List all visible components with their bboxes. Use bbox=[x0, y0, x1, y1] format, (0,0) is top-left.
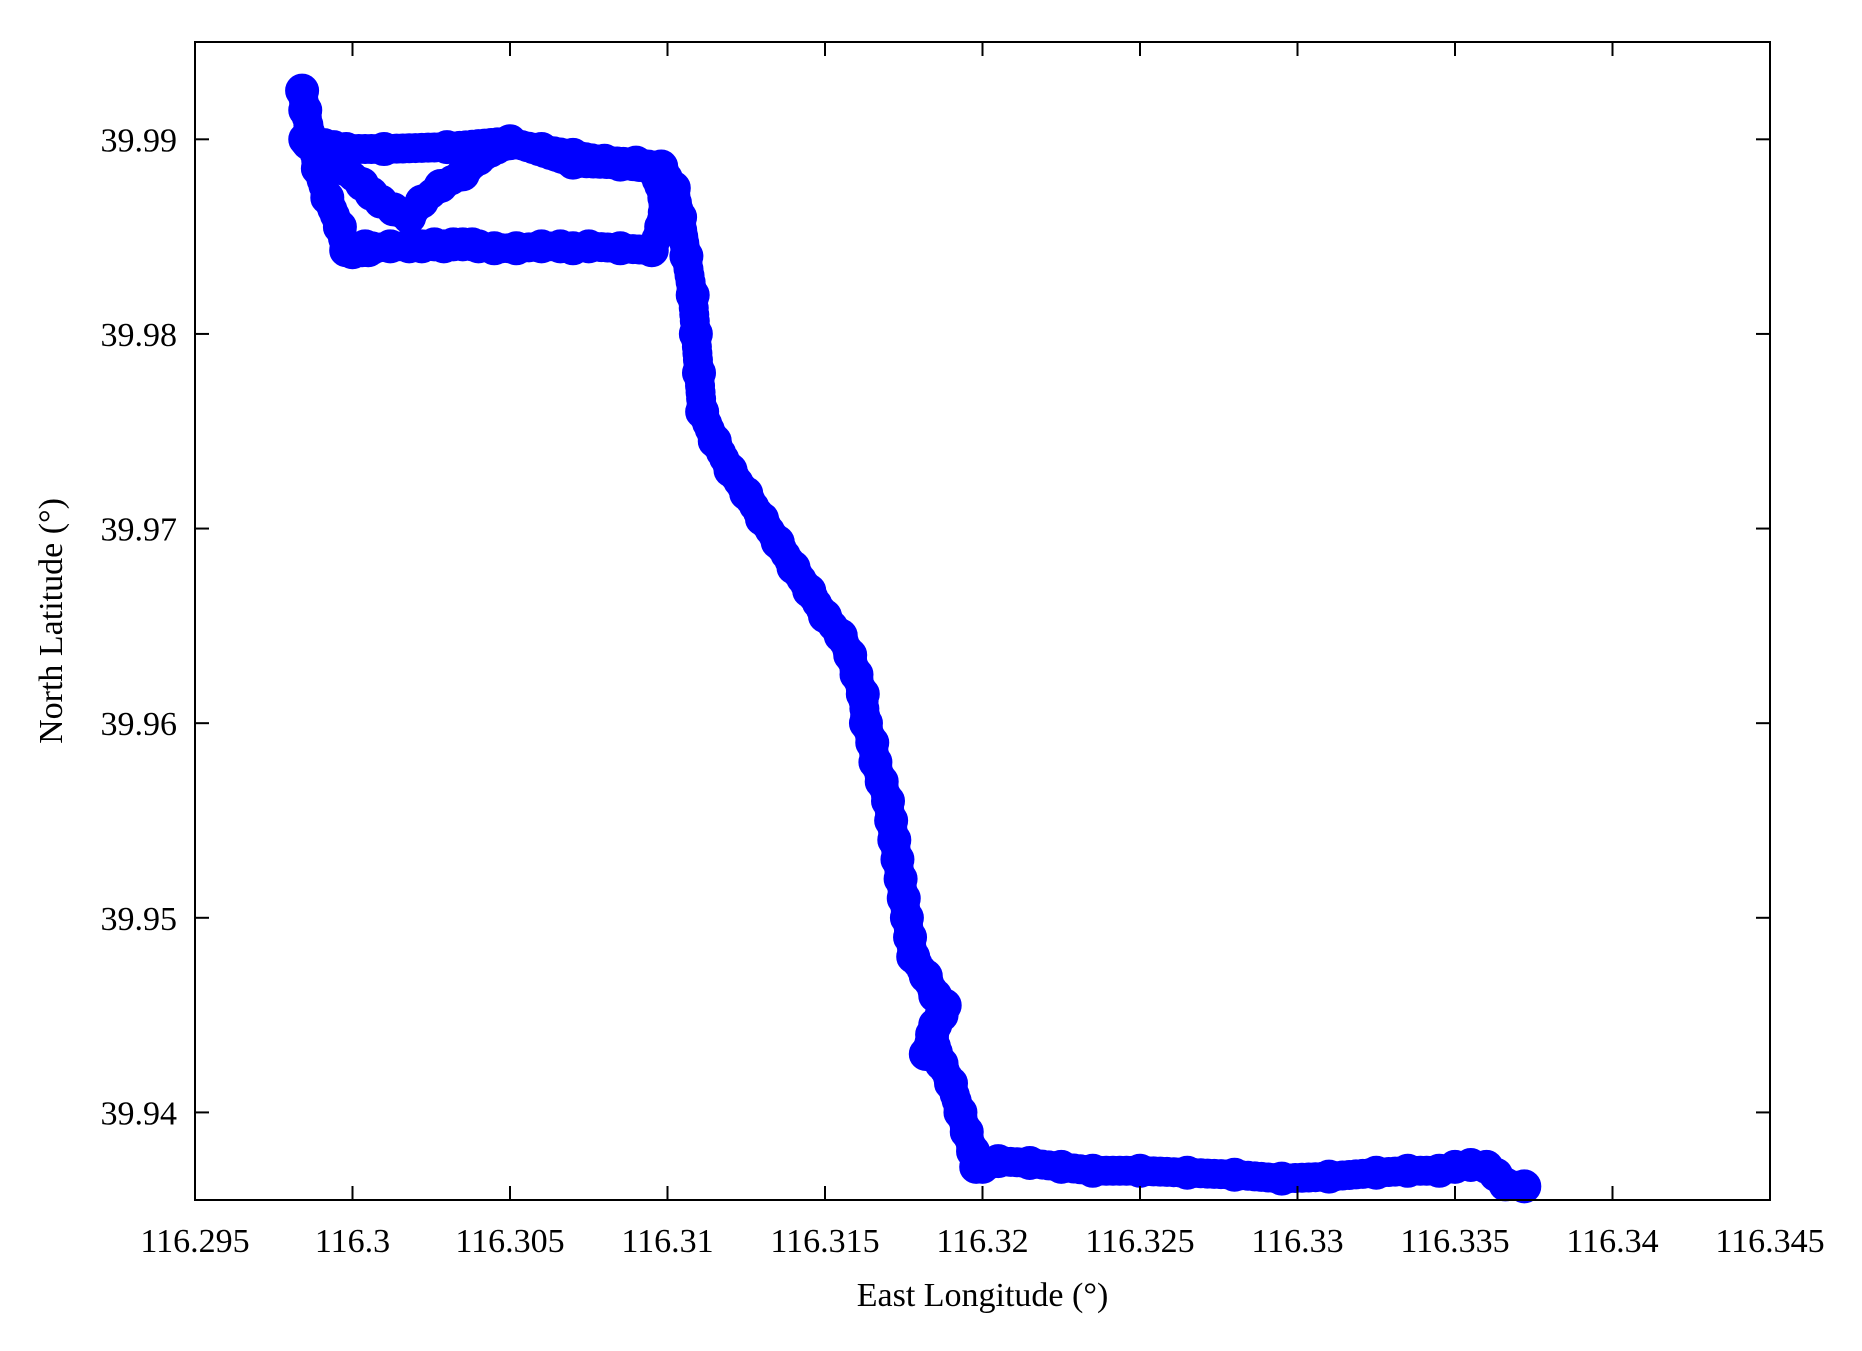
data-layer bbox=[285, 73, 1542, 1204]
x-tick-label: 116.315 bbox=[770, 1223, 879, 1260]
x-tick-label: 116.32 bbox=[936, 1223, 1028, 1260]
x-tick-label: 116.305 bbox=[455, 1223, 564, 1260]
y-tick-label: 39.98 bbox=[101, 317, 178, 354]
x-tick-label: 116.34 bbox=[1566, 1223, 1658, 1260]
y-axis-label: North Latitude (°) bbox=[33, 498, 70, 744]
x-tick-label: 116.295 bbox=[140, 1223, 249, 1260]
series-0 bbox=[285, 73, 1542, 1204]
x-tick-label: 116.33 bbox=[1251, 1223, 1343, 1260]
x-tick-label: 116.3 bbox=[315, 1223, 390, 1260]
data-point bbox=[1507, 1169, 1542, 1204]
x-tick-label: 116.345 bbox=[1715, 1223, 1824, 1260]
x-tick-label: 116.31 bbox=[621, 1223, 713, 1260]
y-tick-label: 39.96 bbox=[101, 706, 178, 743]
axes-layer: 116.295 116.3 116.305 116.31 116.315 116.32 11… bbox=[101, 41, 1825, 1260]
x-axis-label: East Longitude (°) bbox=[857, 1277, 1109, 1314]
y-tick-label: 39.95 bbox=[101, 901, 178, 938]
x-tick-label: 116.335 bbox=[1400, 1223, 1509, 1260]
label-layer: East Longitude (°) North Latitude (°) bbox=[33, 498, 1108, 1314]
x-tick-label: 116.325 bbox=[1085, 1223, 1194, 1260]
y-tick-label: 39.94 bbox=[101, 1095, 178, 1132]
y-tick-label: 39.99 bbox=[101, 122, 178, 159]
y-tick-label: 39.97 bbox=[101, 512, 178, 549]
